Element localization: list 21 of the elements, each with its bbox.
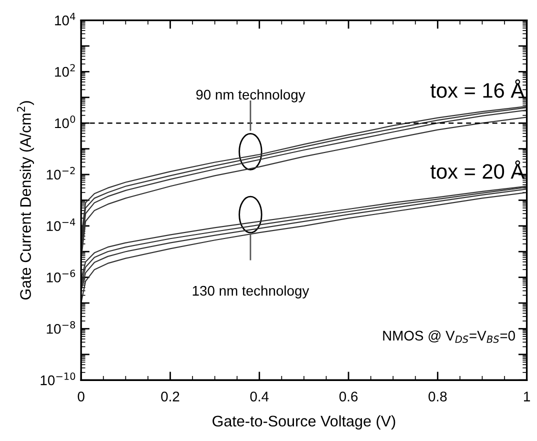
y-tick-label: 10$^{−6}$ [46, 270, 76, 282]
y-tick-label: 10$^{0}$ [55, 115, 76, 128]
annotation: tox = 20 Å [430, 160, 525, 179]
y-tick-label: 10$^{−2}$ [46, 166, 75, 180]
x-tick-label: 0 [78, 392, 84, 402]
x-axis-title: Gate-to-Source Voltage (V) [212, 415, 396, 430]
y-axis-title: Gate Current Density (A/cm$^{2}$) [17, 101, 34, 300]
x-tick-label: 1 [524, 392, 530, 402]
annotation: 90 nm technology [196, 89, 306, 102]
y-tick-label: 10$^{−10}$ [40, 372, 76, 386]
y-tick-label: 10$^{2}$ [55, 64, 75, 77]
y-tick-label: 10$^{−4}$ [46, 218, 76, 231]
y-tick-label: 10$^{4}$ [55, 12, 76, 26]
annotation: 130 nm technology [192, 286, 310, 298]
y-tick-label: 10$^{−8}$ [46, 321, 76, 334]
x-tick-label: 0.8 [428, 392, 447, 402]
x-tick-label: 0.6 [339, 392, 358, 402]
annotation: NMOS @ V$_{DS}$=V$_{BS}$=0 [383, 330, 515, 343]
x-tick-label: 0.2 [161, 392, 180, 402]
annotation: tox = 16 Å [430, 79, 525, 98]
x-tick-label: 0.4 [250, 392, 269, 402]
